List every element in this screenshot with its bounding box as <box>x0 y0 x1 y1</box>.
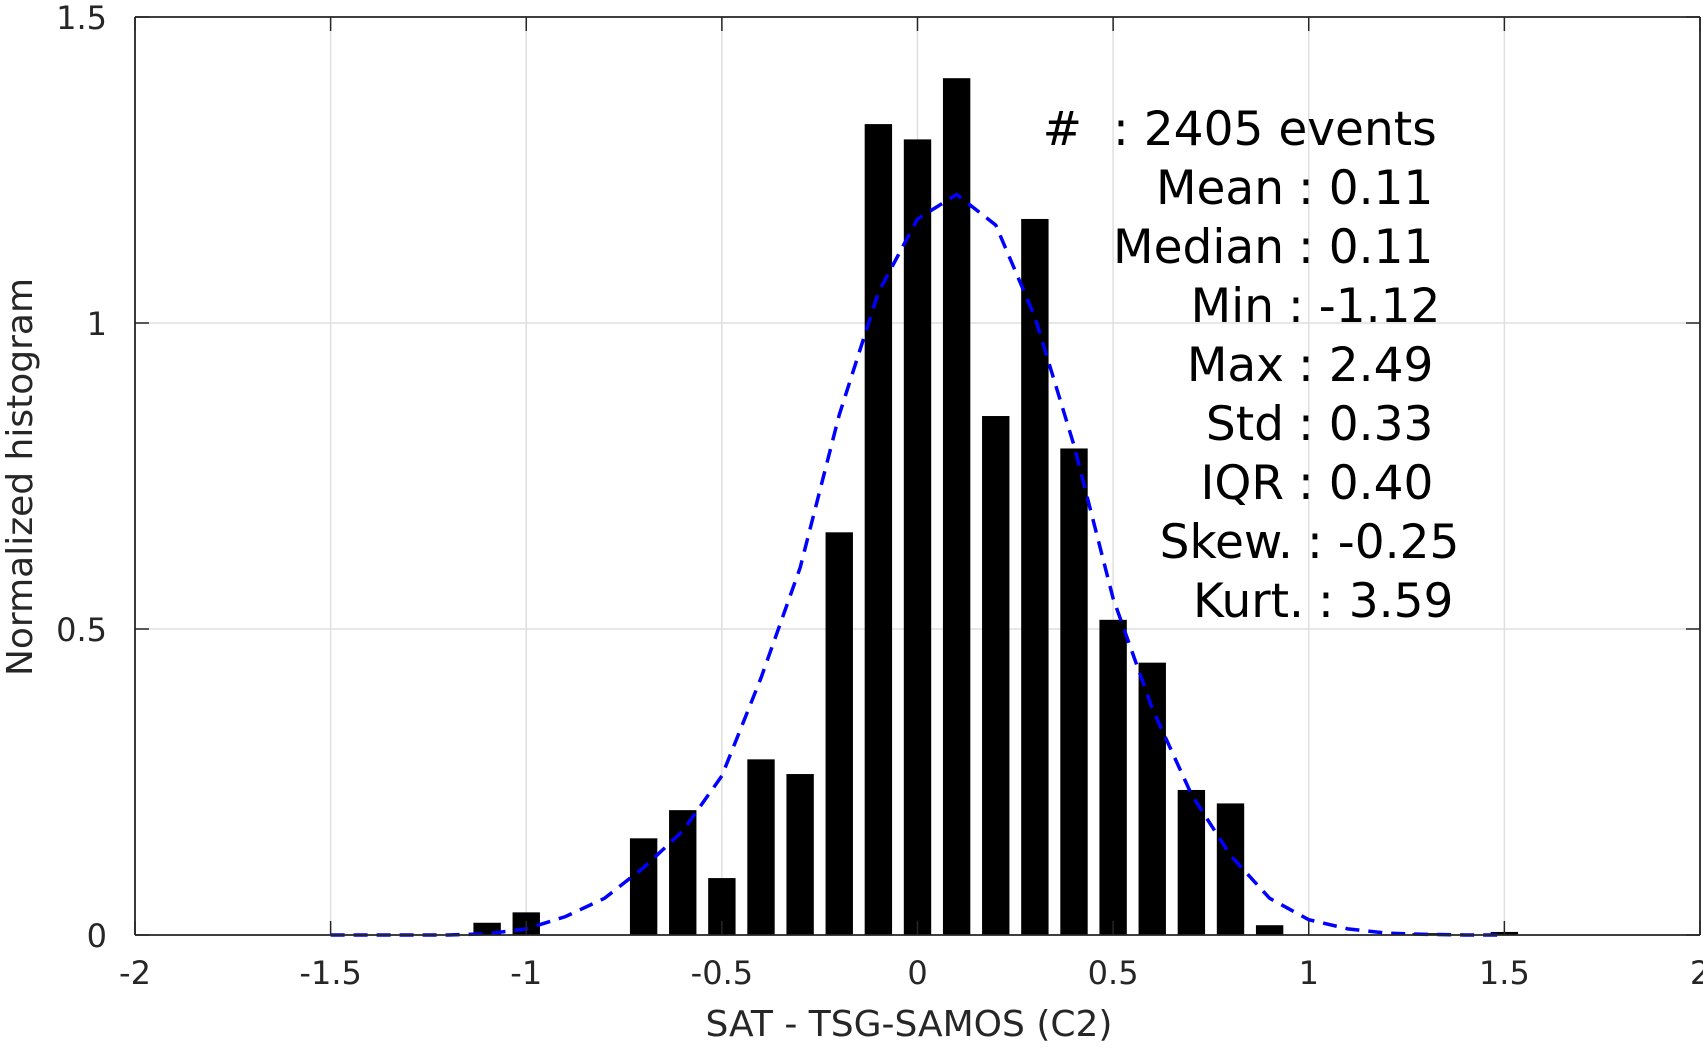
histogram-bar <box>1060 448 1088 935</box>
stat-value: : -1.12 <box>1288 279 1440 334</box>
x-tick-label: 1 <box>1299 954 1319 992</box>
y-tick-label: 1 <box>87 305 107 343</box>
x-tick-label: 0 <box>907 954 927 992</box>
y-tick-label: 1.5 <box>56 0 107 37</box>
axes <box>134 16 1701 936</box>
histogram-bar <box>1021 218 1049 935</box>
x-tick-label: 2 <box>1690 954 1703 992</box>
x-tick-label: -2 <box>119 954 151 992</box>
stat-label: Kurt. <box>1193 574 1304 629</box>
x-tick-label: -0.5 <box>691 954 753 992</box>
histogram-bar <box>669 810 697 935</box>
stat-label: IQR <box>1200 456 1284 511</box>
stat-label: Min <box>1191 279 1274 334</box>
x-axis-label: SAT - TSG-SAMOS (C2) <box>706 1004 1113 1045</box>
histogram-bar <box>747 759 775 935</box>
stat-label: # <box>1043 102 1082 157</box>
y-tick-label: 0 <box>87 917 107 955</box>
x-tick-label: 0.5 <box>1088 954 1139 992</box>
y-axis-label: Normalized histogram <box>0 278 41 676</box>
y-tick-labels: 0 0.5 1 1.5 <box>56 0 107 955</box>
y-tick-label: 0.5 <box>56 611 107 649</box>
stat-value: : 3.59 <box>1318 574 1453 629</box>
histogram-bar <box>1177 789 1206 935</box>
histogram-bar <box>1138 662 1166 935</box>
x-tick-labels: -2 -1.5 -1 -0.5 0 0.5 1 1.5 2 <box>119 954 1703 992</box>
histogram-bar <box>1255 925 1284 935</box>
histogram-bar <box>825 532 853 935</box>
histogram-bar <box>864 124 893 936</box>
stat-value: : 2.49 <box>1298 338 1433 393</box>
bars <box>473 78 1519 936</box>
histogram-bar <box>942 78 971 935</box>
stat-label: Median <box>1113 220 1284 275</box>
stat-value: : -0.25 <box>1307 515 1459 570</box>
histogram-bar <box>786 774 814 935</box>
histogram-bar <box>1216 803 1245 935</box>
histogram-bar <box>903 139 932 935</box>
stat-label: Skew. <box>1160 515 1293 570</box>
stat-value: : 0.11 <box>1298 220 1433 275</box>
stat-value: : 0.11 <box>1298 161 1433 216</box>
stat-value: : 2405 events <box>1113 102 1437 157</box>
histogram-bar <box>982 416 1010 935</box>
histogram-bar <box>629 838 658 935</box>
stat-value: : 0.40 <box>1298 456 1433 511</box>
stat-value: : 0.33 <box>1298 397 1433 452</box>
x-tick-label: 1.5 <box>1479 954 1530 992</box>
x-tick-label: -1.5 <box>299 954 361 992</box>
x-tick-label: -1 <box>510 954 542 992</box>
stat-label: Mean <box>1156 161 1284 216</box>
stat-label: Std <box>1206 397 1284 452</box>
histogram-bar <box>1099 619 1127 935</box>
stat-label: Max <box>1187 338 1284 393</box>
